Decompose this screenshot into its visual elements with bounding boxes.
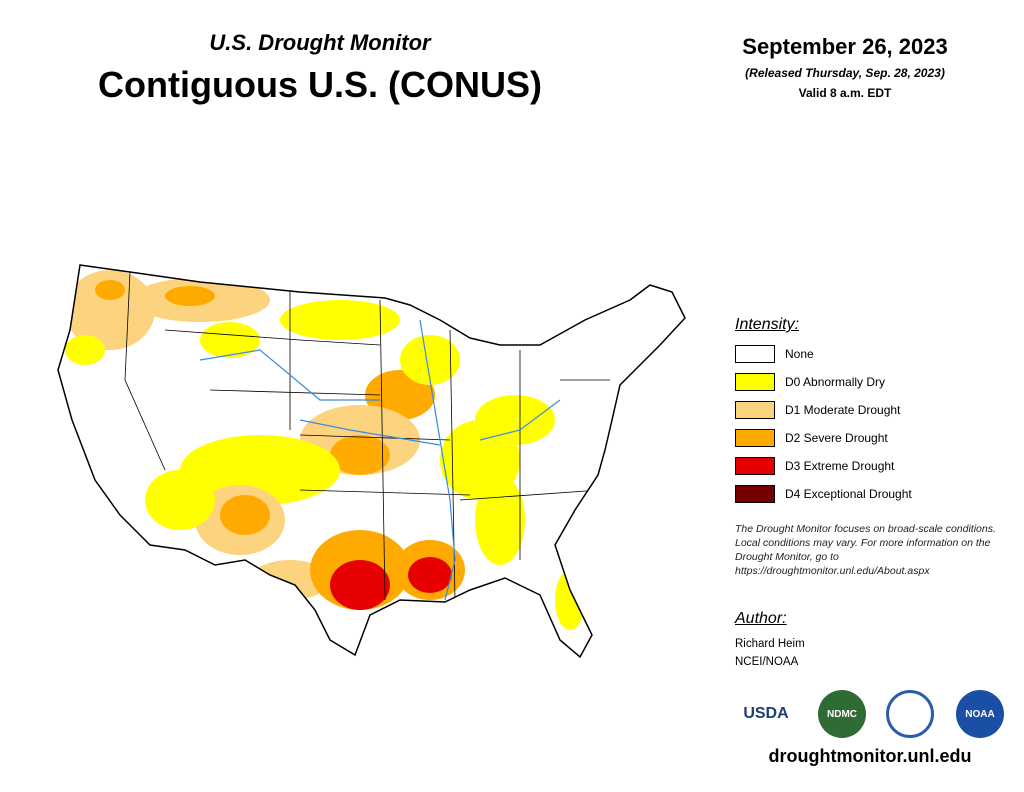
legend-item: D1 Moderate Drought: [735, 400, 900, 420]
noaa-logo: NOAA: [956, 690, 1004, 738]
release-date: (Released Thursday, Sep. 28, 2023): [745, 66, 945, 80]
state-lines: [124, 271, 610, 601]
legend-title: Intensity:: [735, 316, 800, 333]
map: [57, 264, 686, 658]
legend-label: D3 Extreme Drought: [785, 459, 895, 473]
valid-time: Valid 8 a.m. EDT: [798, 86, 892, 100]
drought-area: [145, 470, 215, 530]
drought-area: [400, 335, 460, 385]
legend-label: D4 Exceptional Drought: [785, 487, 912, 501]
legend-item: D3 Extreme Drought: [735, 456, 894, 476]
legend-swatch: [735, 345, 775, 363]
legend-item: D2 Severe Drought: [735, 428, 888, 448]
subtitle: U.S. Drought Monitor: [209, 30, 431, 55]
legend-swatch: [735, 401, 775, 419]
usda-logo: USDA: [743, 705, 789, 722]
drought-area: [475, 395, 555, 445]
author-name: Richard Heim: [735, 638, 805, 650]
legend-item: D0 Abnormally Dry: [735, 372, 885, 392]
title: Contiguous U.S. (CONUS): [98, 64, 542, 105]
date: September 26, 2023: [742, 34, 948, 59]
author-title: Author:: [735, 610, 787, 627]
legend-item: D4 Exceptional Drought: [735, 484, 912, 504]
legend-label: D2 Severe Drought: [785, 431, 888, 445]
drought-area: [65, 335, 105, 365]
note: The Drought Monitor focuses on broad-sca…: [735, 523, 996, 577]
ndmc-logo: NDMC: [818, 690, 866, 738]
legend-swatch: [735, 485, 775, 503]
rivers: [199, 319, 561, 601]
legend-swatch: [735, 373, 775, 391]
author-org: NCEI/NOAA: [735, 656, 799, 668]
legend-swatch: [735, 429, 775, 447]
drought-area: [65, 270, 155, 350]
drought-area: [180, 435, 340, 505]
drought-area: [220, 495, 270, 535]
drought-area: [475, 475, 525, 565]
drought-area: [95, 280, 125, 300]
legend-swatch: [735, 457, 775, 475]
legend-label: D0 Abnormally Dry: [785, 375, 886, 389]
drought-area: [200, 322, 260, 358]
website: droughtmonitor.unl.edu: [768, 746, 972, 766]
legend-label: D1 Moderate Drought: [785, 403, 901, 417]
drought-area: [408, 557, 452, 593]
drought-area: [280, 300, 400, 340]
legend-label: None: [785, 347, 814, 361]
drought-area: [165, 286, 215, 306]
legend-item: None: [735, 344, 814, 364]
commerce-logo: [886, 690, 934, 738]
drought-area: [330, 435, 390, 475]
drought-area: [555, 570, 585, 630]
drought-area: [330, 560, 390, 610]
drought-areas: [65, 270, 585, 630]
